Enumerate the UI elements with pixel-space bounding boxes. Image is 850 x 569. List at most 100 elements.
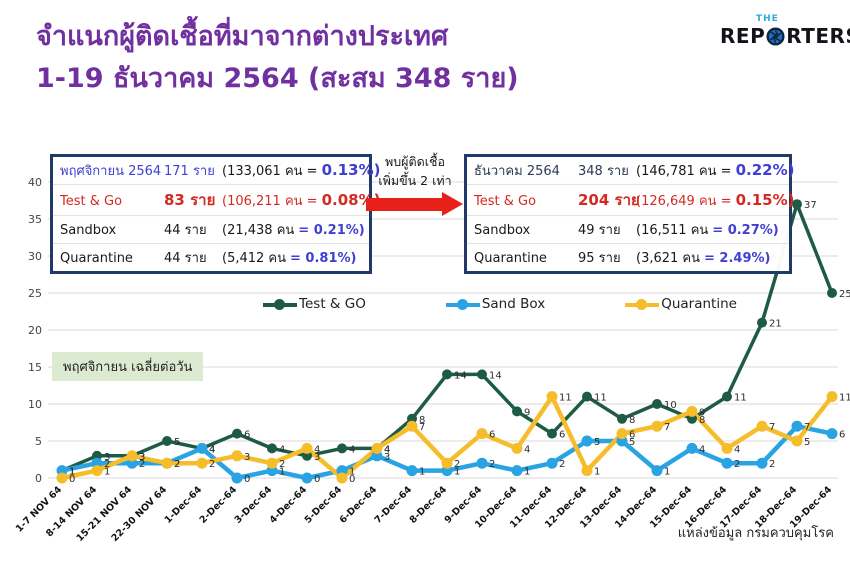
november-summary-box: พฤศจิกายน 2564 171 ราย (133,061 คน = 0.1… <box>50 154 381 274</box>
svg-text:8: 8 <box>629 415 635 426</box>
svg-text:4: 4 <box>209 444 215 455</box>
svg-text:6: 6 <box>489 430 495 441</box>
svg-text:35: 35 <box>28 213 42 226</box>
svg-text:11: 11 <box>594 393 607 404</box>
summary-row-november-total: พฤศจิกายน 2564 171 ราย (133,061 คน = 0.1… <box>60 161 381 179</box>
legend-line-marker <box>445 298 480 311</box>
svg-text:3: 3 <box>314 452 320 463</box>
svg-text:15: 15 <box>28 361 42 374</box>
svg-text:1: 1 <box>594 467 600 478</box>
svg-text:1: 1 <box>419 467 425 478</box>
svg-text:40: 40 <box>28 176 42 189</box>
svg-text:2: 2 <box>489 459 495 470</box>
svg-text:7: 7 <box>769 422 775 433</box>
svg-text:3: 3 <box>139 452 145 463</box>
november-average-note: พฤศจิกายน เฉลี่ยต่อวัน <box>52 352 204 381</box>
december-summary-box: ธันวาคม 2564 348 ราย (146,781 คน = 0.22%… <box>464 154 795 274</box>
svg-text:6: 6 <box>559 430 565 441</box>
svg-text:2: 2 <box>104 459 110 470</box>
svg-text:1: 1 <box>349 467 355 478</box>
summary-row-sandbox: Sandbox 49 ราย (16,511 คน = 0.27%) <box>467 215 789 243</box>
svg-text:4: 4 <box>524 444 530 455</box>
svg-text:0: 0 <box>314 474 320 485</box>
svg-text:3: 3 <box>384 452 390 463</box>
logo-the-text: THE <box>756 14 779 24</box>
svg-text:1: 1 <box>69 467 75 478</box>
legend-line-marker <box>625 298 660 311</box>
arrow-caption: พบผู้ติดเชื้อ เพิ่มขึ้น 2 เท่า <box>378 154 452 189</box>
page-title-line2: 1-19 ธันวาคม 2564 (สะสม 348 ราย) <box>36 62 519 94</box>
svg-text:4: 4 <box>699 444 705 455</box>
svg-text:2: 2 <box>559 459 565 470</box>
svg-text:25: 25 <box>28 287 42 300</box>
svg-text:0: 0 <box>349 474 355 485</box>
svg-text:7: 7 <box>664 422 670 433</box>
svg-text:2: 2 <box>209 459 215 470</box>
svg-text:2: 2 <box>139 459 145 470</box>
camera-aperture-icon <box>766 26 785 46</box>
svg-text:8: 8 <box>419 415 425 426</box>
svg-text:7: 7 <box>804 422 810 433</box>
svg-text:25: 25 <box>839 289 850 300</box>
svg-text:3: 3 <box>104 452 110 463</box>
page-title-line1: จำแนกผู้ติดเชื้อที่มาจากต่างประเทศ <box>36 21 449 52</box>
svg-text:1: 1 <box>664 467 670 478</box>
svg-text:1: 1 <box>104 467 110 478</box>
svg-text:2: 2 <box>769 459 775 470</box>
svg-text:7: 7 <box>419 422 425 433</box>
summary-row-quarantine: Quarantine 95 ราย (3,621 คน = 2.49%) <box>467 243 789 271</box>
svg-text:30: 30 <box>28 250 42 263</box>
summary-row-testgo: Test & Go 204 ราย (126,649 คน = 0.15%) <box>467 184 794 215</box>
svg-text:4: 4 <box>279 444 285 455</box>
svg-text:9: 9 <box>699 407 705 418</box>
svg-text:11: 11 <box>734 393 747 404</box>
the-reporters-logo: THE REP RTERS <box>720 14 850 48</box>
data-source-note: แหล่งข้อมูล กรมควบคุมโรค <box>677 526 834 541</box>
svg-text:4: 4 <box>209 444 215 455</box>
summary-row-quarantine: Quarantine 44 ราย (5,412 คน = 0.81%) <box>53 243 369 271</box>
svg-text:4: 4 <box>349 444 355 455</box>
svg-text:0: 0 <box>69 474 75 485</box>
svg-text:6: 6 <box>839 430 845 441</box>
legend-item-sandbox: Sand Box <box>445 296 545 312</box>
svg-text:37: 37 <box>804 200 817 211</box>
svg-text:4: 4 <box>384 444 390 455</box>
svg-text:2: 2 <box>734 459 740 470</box>
svg-text:9: 9 <box>524 407 530 418</box>
svg-text:4: 4 <box>734 444 740 455</box>
svg-text:2: 2 <box>174 459 180 470</box>
svg-text:1: 1 <box>524 467 530 478</box>
svg-text:11: 11 <box>839 393 850 404</box>
svg-text:6: 6 <box>244 430 250 441</box>
svg-text:5: 5 <box>174 437 180 448</box>
svg-text:14: 14 <box>489 370 502 381</box>
svg-text:0: 0 <box>244 474 250 485</box>
legend-line-marker <box>263 298 298 311</box>
svg-text:3: 3 <box>139 452 145 463</box>
svg-text:21: 21 <box>769 319 782 330</box>
summary-row-december-total: ธันวาคม 2564 348 ราย (146,781 คน = 0.22%… <box>474 161 795 179</box>
svg-text:5: 5 <box>594 437 600 448</box>
page-title: จำแนกผู้ติดเชื้อที่มาจากต่างประเทศ 1-19 … <box>36 16 519 100</box>
svg-text:10: 10 <box>28 398 42 411</box>
svg-text:11: 11 <box>559 393 572 404</box>
legend-item-quarantine: Quarantine <box>625 296 737 312</box>
svg-text:2: 2 <box>174 459 180 470</box>
svg-text:5: 5 <box>804 437 810 448</box>
summary-row-testgo: Test & Go 83 ราย (106,211 คน = 0.08%) <box>53 184 380 215</box>
svg-text:20: 20 <box>28 324 42 337</box>
svg-text:1: 1 <box>69 467 75 478</box>
svg-text:5: 5 <box>35 435 42 448</box>
legend-item-testgo: Test & GO <box>263 296 366 312</box>
svg-text:4: 4 <box>384 444 390 455</box>
logo-rep-text: REP <box>720 24 766 48</box>
svg-text:14: 14 <box>454 370 467 381</box>
svg-text:10: 10 <box>664 400 677 411</box>
svg-text:6: 6 <box>629 430 635 441</box>
svg-text:0: 0 <box>35 472 42 485</box>
red-arrow-icon <box>366 192 463 216</box>
svg-text:3: 3 <box>244 452 250 463</box>
svg-text:2: 2 <box>279 459 285 470</box>
svg-text:5: 5 <box>629 437 635 448</box>
svg-text:4: 4 <box>314 444 320 455</box>
